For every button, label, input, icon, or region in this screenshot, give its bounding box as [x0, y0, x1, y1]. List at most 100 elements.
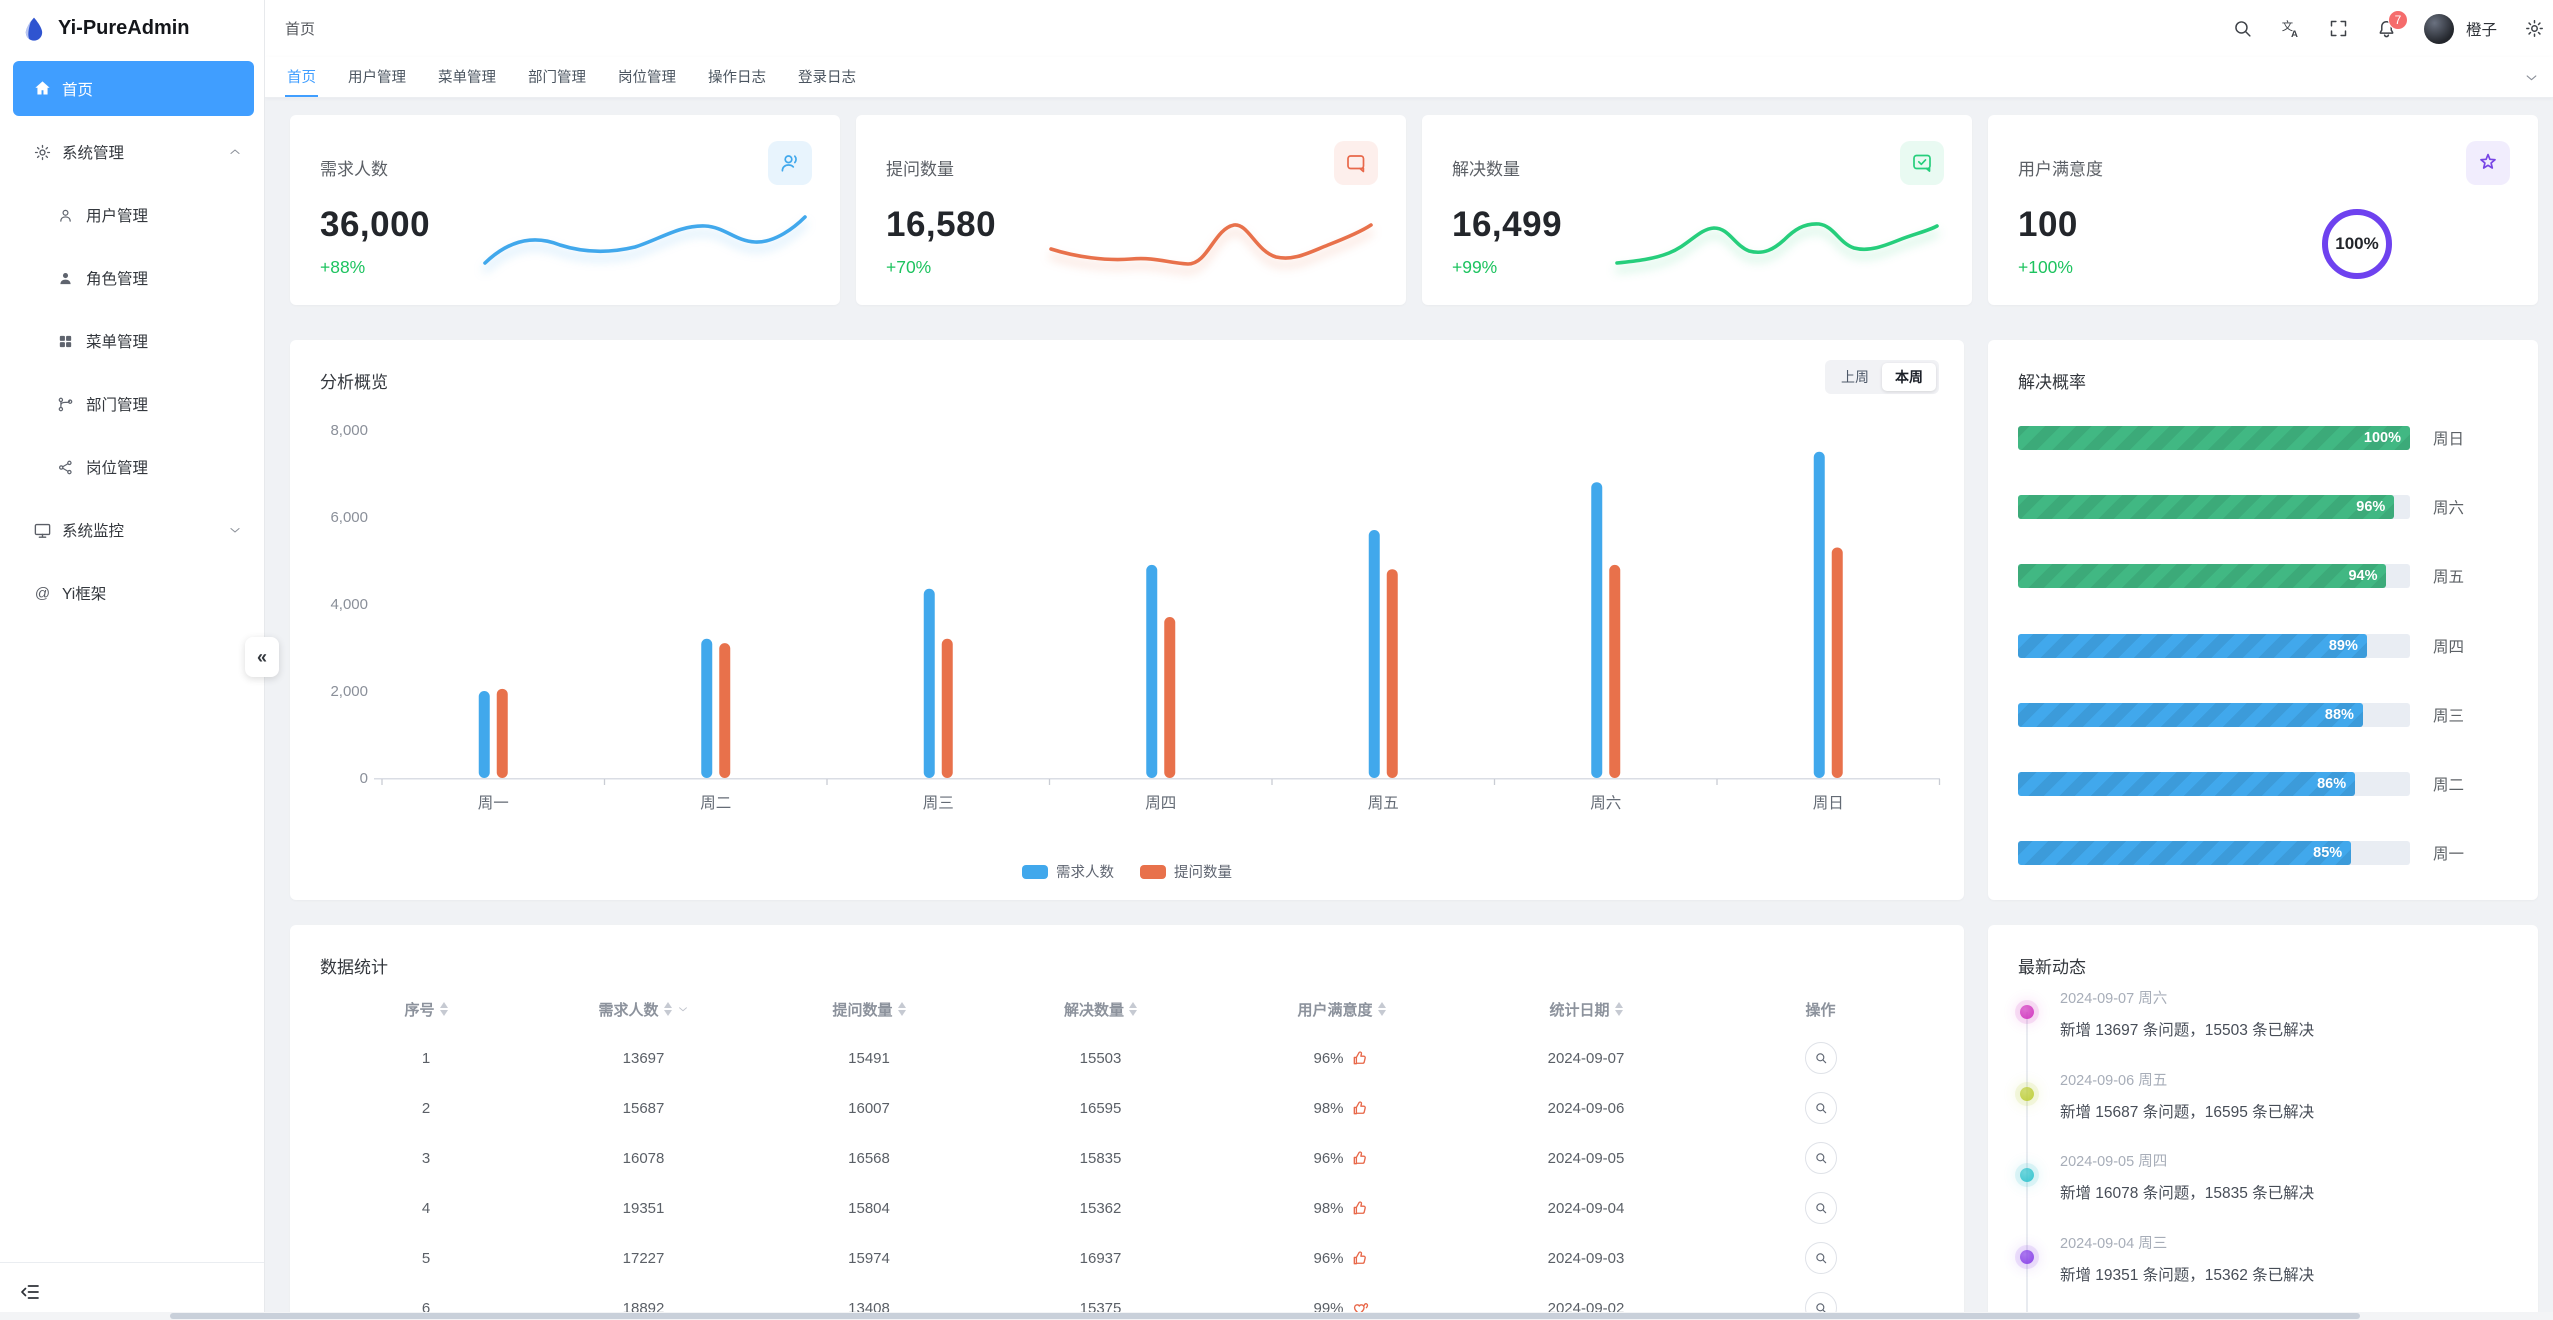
legend-item[interactable]: 需求人数 — [1022, 861, 1114, 882]
sidebar-item-menu-management[interactable]: 菜单管理 — [0, 313, 264, 369]
cell-value: 1 — [421, 1049, 431, 1067]
tab-login-log[interactable]: 登录日志 — [798, 69, 856, 86]
svg-text:8,000: 8,000 — [330, 422, 368, 439]
sort-arrows-icon[interactable] — [1614, 1002, 1623, 1016]
solve-probability-title: 解决概率 — [2018, 373, 2086, 392]
probability-row: 94% 周五 — [2018, 564, 2518, 589]
sidebar-item-label: 部门管理 — [86, 397, 149, 414]
sort-arrows-icon[interactable] — [663, 1002, 672, 1016]
probability-fill: 94% — [2018, 564, 2387, 589]
sidebar-item-user-management[interactable]: 用户管理 — [0, 187, 264, 243]
cell-value: 96% — [1313, 1049, 1344, 1067]
sidebar-footer — [0, 1262, 264, 1320]
column-header[interactable]: 用户满意度 — [1218, 999, 1465, 1020]
column-header[interactable]: 解决数量 — [983, 999, 1218, 1020]
cell-action — [1707, 1142, 1934, 1174]
sidebar-item-system-monitor[interactable]: 系统监控 — [0, 502, 264, 558]
view-detail-button[interactable] — [1804, 1192, 1837, 1224]
sort-ascending-icon — [1377, 1002, 1386, 1008]
cell-index: 2 — [320, 1100, 532, 1117]
sort-arrows-icon[interactable] — [1377, 1002, 1386, 1016]
chat-icon — [1344, 151, 1368, 175]
legend-swatch — [1140, 864, 1166, 879]
sidebar-item-yi-framework[interactable]: @ Yi框架 — [0, 565, 264, 621]
horizontal-scrollbar-thumb[interactable] — [170, 1313, 2360, 1319]
view-detail-button[interactable] — [1804, 1042, 1837, 1074]
timeline-dot — [2020, 1086, 2034, 1101]
column-header[interactable]: 提问数量 — [755, 999, 983, 1020]
column-header[interactable]: 操作 — [1707, 999, 1934, 1020]
period-toggle-this-week[interactable]: 本周 — [1882, 363, 1936, 391]
timeline-date: 2024-09-06 周五 — [2060, 1072, 2168, 1089]
cell-value: 16937 — [1079, 1249, 1122, 1267]
sort-arrows-icon[interactable] — [897, 1002, 906, 1016]
app-logo[interactable]: Yi-PureAdmin — [0, 0, 264, 57]
tab-home[interactable]: 首页 — [285, 57, 318, 97]
tab-user-management[interactable]: 用户管理 — [348, 69, 406, 86]
breadcrumb[interactable]: 首页 — [285, 21, 316, 38]
tab-department-management[interactable]: 部门管理 — [528, 69, 586, 86]
view-detail-button[interactable] — [1804, 1242, 1837, 1274]
sidebar-collapse-button[interactable]: « — [245, 637, 279, 677]
stat-card-title: 提问数量 — [886, 160, 954, 179]
stat-card-delta: +88% — [320, 257, 366, 277]
bell-button[interactable]: 7 — [2376, 9, 2408, 40]
column-header[interactable]: 序号 — [320, 999, 532, 1020]
chat-check-icon — [1910, 151, 1934, 175]
home-icon — [33, 79, 52, 98]
cell-value: 98% — [1313, 1199, 1344, 1217]
sort-descending-icon — [1129, 1010, 1137, 1016]
magnifier-icon — [1813, 1250, 1829, 1266]
username[interactable]: 橙子 — [2465, 21, 2497, 39]
tab-more-button[interactable] — [2519, 57, 2543, 97]
settings-button[interactable] — [2523, 18, 2545, 40]
tab-post-management[interactable]: 岗位管理 — [618, 69, 676, 86]
app-title: Yi-PureAdmin — [58, 17, 190, 39]
table-row: 3 16078 16568 15835 96% 2024-09-05 — [320, 1133, 1934, 1183]
avatar[interactable] — [2423, 13, 2454, 44]
search-button[interactable] — [2232, 18, 2254, 40]
sidebar-item-role-management[interactable]: 角色管理 — [0, 250, 264, 306]
view-detail-button[interactable] — [1804, 1142, 1837, 1174]
view-detail-button[interactable] — [1804, 1092, 1837, 1124]
menu-fold-icon[interactable] — [18, 1280, 42, 1304]
svg-text:A: A — [2291, 29, 2298, 39]
svg-text:6,000: 6,000 — [330, 509, 368, 526]
sort-descending-icon — [897, 1010, 906, 1016]
legend-item[interactable]: 提问数量 — [1140, 861, 1232, 882]
sidebar-item-label: Yi框架 — [62, 586, 107, 603]
data-statistics-card: 数据统计 序号 需求人数 提问数量 解决数量 用户满意度 统计日期 操作 1 13697 15491… — [290, 925, 1964, 1320]
cell-demand: 16078 — [532, 1150, 755, 1167]
thumb-up-icon — [1351, 1099, 1370, 1118]
department-icon — [57, 396, 74, 413]
sidebar-item-system-management[interactable]: 系统管理 — [0, 124, 264, 180]
sidebar-item-post-management[interactable]: 岗位管理 — [0, 439, 264, 495]
tab-operation-log[interactable]: 操作日志 — [708, 69, 766, 86]
probability-day-label: 周二 — [2433, 777, 2465, 794]
notification-badge: 7 — [2387, 9, 2408, 30]
column-header[interactable]: 统计日期 — [1465, 999, 1707, 1020]
sidebar-item-department-management[interactable]: 部门管理 — [0, 376, 264, 432]
cell-questions: 15491 — [755, 1050, 983, 1067]
sort-arrows-icon[interactable] — [439, 1002, 448, 1016]
tab-menu-management[interactable]: 菜单管理 — [438, 69, 496, 86]
chevron-down-icon — [228, 523, 242, 537]
horizontal-scrollbar[interactable] — [0, 1312, 2553, 1320]
column-header[interactable]: 需求人数 — [532, 999, 755, 1020]
sort-arrows-icon[interactable] — [1129, 1002, 1137, 1016]
cell-questions: 15804 — [755, 1200, 983, 1217]
sort-descending-icon — [1614, 1010, 1623, 1016]
fullscreen-icon — [2328, 18, 2349, 39]
period-toggle-last-week[interactable]: 上周 — [1841, 369, 1869, 385]
analysis-overview-card: 分析概览 上周 本周 8,000 6,000 4,000 2,000 0 周一 周二 周三 周四 周五 周… — [290, 340, 1964, 900]
fullscreen-button[interactable] — [2328, 18, 2350, 40]
cell-action — [1707, 1242, 1934, 1274]
cell-value: 98% — [1313, 1099, 1344, 1117]
sidebar-item-label: 系统管理 — [62, 145, 125, 162]
stat-card-solved: 解决数量 16,499 +99% — [1422, 115, 1972, 305]
cell-date: 2024-09-04 — [1465, 1200, 1707, 1217]
cell-value: 15835 — [1079, 1149, 1122, 1167]
legend-label: 提问数量 — [1174, 865, 1232, 881]
sidebar-item-home[interactable]: 首页 — [13, 61, 254, 116]
